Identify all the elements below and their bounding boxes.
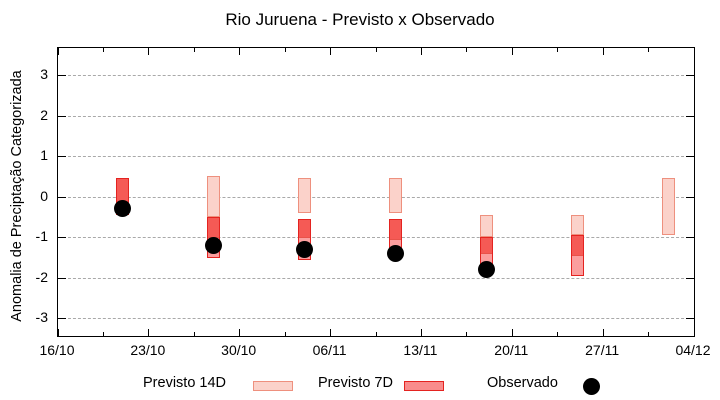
x-minor-tick [284, 48, 286, 52]
x-tick [239, 48, 241, 55]
x-tick-label: 23/10 [130, 342, 166, 358]
x-tick [57, 48, 59, 55]
y-tick-label: -3 [35, 309, 48, 326]
observed-dot [386, 244, 404, 262]
x-minor-tick [284, 332, 286, 336]
legend-swatch-previsto-14d [253, 381, 293, 391]
forecast-14d-bar [298, 178, 312, 213]
y-tick-label: 3 [40, 66, 48, 83]
y-tick-label: 0 [40, 187, 48, 204]
x-tick [148, 48, 150, 55]
x-tick-label: 30/10 [221, 342, 257, 358]
x-minor-tick [557, 332, 559, 336]
y-tick [58, 277, 66, 279]
y-tick-label: 1 [40, 147, 48, 164]
y-tick [58, 318, 66, 320]
x-tick [148, 329, 150, 336]
gridline [58, 75, 694, 77]
x-tick [511, 48, 513, 55]
x-minor-tick [466, 332, 468, 336]
x-minor-tick [466, 48, 468, 52]
y-tick [58, 115, 66, 117]
x-minor-tick [557, 48, 559, 52]
x-minor-tick [193, 48, 195, 52]
x-minor-tick [375, 332, 377, 336]
y-tick [686, 318, 694, 320]
forecast-overlap-segment [571, 236, 583, 257]
forecast-7d-bar [570, 235, 584, 276]
forecast-overlap-segment [208, 217, 220, 239]
legend-label-previsto-7d: Previsto 7D [318, 375, 393, 391]
gridline [58, 156, 694, 158]
gridline [58, 196, 694, 198]
x-tick-label: 20/11 [494, 342, 529, 358]
x-minor-tick [193, 332, 195, 336]
forecast-overlap-segment [480, 238, 492, 255]
y-tick-label: -1 [35, 228, 48, 245]
x-tick-label: 06/11 [312, 342, 347, 358]
x-tick [511, 329, 513, 336]
forecast-14d-bar [388, 178, 402, 213]
y-tick-label: 2 [40, 106, 48, 123]
x-tick-label: 16/10 [39, 342, 75, 358]
observed-dot [205, 236, 223, 254]
legend-swatch-previsto-7d [404, 381, 444, 391]
x-tick [239, 329, 241, 336]
chart-title: Rio Juruena - Previsto x Observado [225, 10, 495, 29]
x-tick [330, 329, 332, 336]
x-minor-tick [102, 48, 104, 52]
x-tick [602, 48, 604, 55]
forecast-overlap-segment [389, 220, 401, 241]
x-minor-tick [648, 48, 650, 52]
gridline [58, 115, 694, 117]
y-tick [686, 115, 694, 117]
legend-label-previsto-14d: Previsto 14D [143, 375, 227, 391]
x-tick-label: 13/11 [403, 342, 438, 358]
legend-label-observado: Observado [487, 375, 558, 391]
x-minor-tick [375, 48, 377, 52]
x-tick [602, 329, 604, 336]
forecast-14d-bar [570, 214, 584, 236]
x-tick-label: 04/12 [675, 342, 711, 358]
forecast-14d-bar [207, 176, 221, 217]
forecast-overlap-segment [117, 179, 129, 214]
x-tick [420, 329, 422, 336]
y-tick [58, 156, 66, 158]
y-tick [686, 196, 694, 198]
x-tick [693, 329, 695, 336]
forecast-14d-bar [479, 214, 493, 238]
x-minor-tick [102, 332, 104, 336]
observed-dot [114, 200, 132, 218]
x-tick [57, 329, 59, 336]
forecast-14d-bar [661, 178, 675, 236]
gridline [58, 318, 694, 320]
y-tick [58, 196, 66, 198]
y-tick-label: -2 [35, 268, 48, 285]
x-minor-tick [648, 332, 650, 336]
y-tick [58, 75, 66, 77]
y-tick [58, 237, 66, 239]
gridline [58, 277, 694, 279]
plot-area [57, 47, 695, 337]
forecast-overlap-segment [299, 220, 311, 239]
x-tick-label: 27/11 [585, 342, 620, 358]
x-tick [420, 48, 422, 55]
y-tick [686, 75, 694, 77]
x-tick [693, 48, 695, 55]
x-tick [330, 48, 332, 55]
y-tick [686, 277, 694, 279]
observed-dot [296, 240, 314, 258]
y-tick [686, 156, 694, 158]
gridline [58, 237, 694, 239]
y-tick [686, 237, 694, 239]
observed-dot [477, 261, 495, 279]
legend-observed-dot-icon [583, 378, 600, 395]
